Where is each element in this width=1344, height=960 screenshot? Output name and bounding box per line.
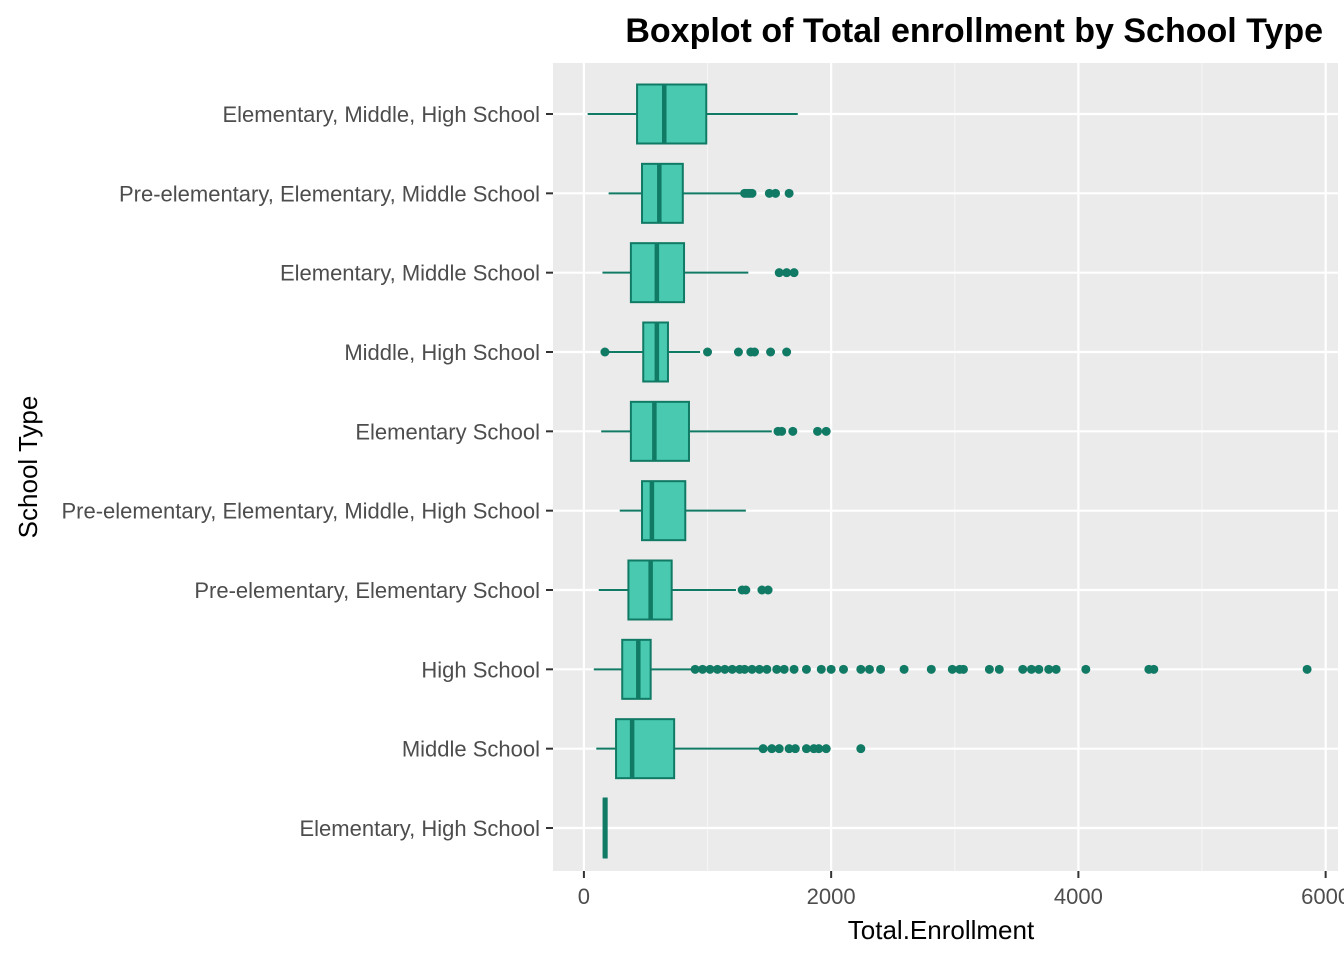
outlier-point [1026, 664, 1036, 674]
outlier-point [705, 664, 715, 674]
outlier-point [779, 664, 789, 674]
outlier-point [790, 744, 800, 754]
outlier-point [747, 664, 757, 674]
y-tick-label: Elementary, Middle School [280, 261, 540, 286]
box-iqr [615, 718, 676, 780]
y-tick-label: Pre-elementary, Elementary School [194, 578, 540, 603]
y-axis-title: School Type [13, 396, 43, 539]
y-tick-label: Pre-elementary, Elementary, Middle, High… [62, 499, 541, 524]
outlier-point [741, 585, 751, 595]
x-tick-label: 2000 [807, 884, 856, 909]
outlier-point [690, 664, 700, 674]
outlier-point [727, 664, 737, 674]
outlier-point [788, 426, 798, 436]
outlier-point [771, 188, 781, 198]
y-tick-label: Middle, High School [344, 340, 540, 365]
outlier-point [821, 744, 831, 754]
axes-group: Elementary, Middle, High School Pre-eleme… [62, 102, 1344, 909]
outlier-point [774, 268, 784, 278]
outlier-point [784, 188, 794, 198]
outlier-point [784, 744, 794, 754]
box-iqr [629, 400, 690, 462]
outlier-point [767, 744, 777, 754]
outlier-point [712, 664, 722, 674]
outlier-point [1081, 664, 1091, 674]
outlier-point [1149, 664, 1159, 674]
outlier-point [777, 426, 787, 436]
box-6 [598, 559, 773, 621]
y-tick-label: Elementary, High School [300, 816, 541, 841]
outlier-point [774, 744, 784, 754]
outlier-point [814, 744, 824, 754]
outlier-point [698, 664, 708, 674]
outlier-point [782, 347, 792, 357]
outlier-point [984, 664, 994, 674]
box-7 [593, 638, 1312, 700]
boxes-group [587, 83, 1312, 859]
box-3 [600, 321, 792, 383]
x-axis-title: Total.Enrollment [848, 915, 1035, 945]
outlier-point [757, 585, 767, 595]
outlier-point [758, 744, 768, 754]
outlier-point [740, 664, 750, 674]
panel-background [553, 63, 1338, 871]
outlier-point [789, 664, 799, 674]
outlier-point [926, 664, 936, 674]
outlier-point [600, 347, 610, 357]
outlier-point [958, 664, 968, 674]
outlier-point [782, 268, 792, 278]
outlier-point [1018, 664, 1028, 674]
y-tick-label: Pre-elementary, Elementary, Middle Schoo… [119, 181, 540, 206]
box-1 [608, 162, 794, 224]
outlier-point [876, 664, 886, 674]
box-8 [596, 718, 866, 780]
x-tick-label: 4000 [1054, 884, 1103, 909]
box-iqr [636, 83, 708, 145]
box-0 [587, 83, 798, 145]
outlier-point [772, 664, 782, 674]
outlier-point [801, 664, 811, 674]
box-5 [619, 480, 746, 542]
y-tick-label: Elementary, Middle, High School [222, 102, 540, 127]
outlier-point [754, 664, 764, 674]
y-tick-label: Middle School [402, 737, 540, 762]
outlier-point [856, 744, 866, 754]
outlier-point [766, 347, 776, 357]
box-iqr [641, 480, 687, 542]
outlier-point [764, 188, 774, 198]
outlier-point [1044, 664, 1054, 674]
outlier-point [763, 585, 773, 595]
outlier-point [720, 664, 730, 674]
outlier-point [994, 664, 1004, 674]
outlier-point [1051, 664, 1061, 674]
box-9 [602, 797, 608, 859]
x-tick-label: 0 [578, 884, 590, 909]
outlier-point [816, 664, 826, 674]
outlier-point [789, 268, 799, 278]
box-4 [601, 400, 831, 462]
chart-title: Boxplot of Total enrollment by School Ty… [625, 12, 1323, 50]
x-tick-label: 6000 [1301, 884, 1344, 909]
outlier-point [750, 347, 760, 357]
y-tick-label: High School [421, 657, 540, 682]
outlier-point [1302, 664, 1312, 674]
outlier-point [801, 744, 811, 754]
outlier-point [947, 664, 957, 674]
outlier-point [733, 347, 743, 357]
outlier-point [821, 426, 831, 436]
box-2 [602, 242, 799, 304]
outlier-point [762, 664, 772, 674]
outlier-point [1034, 664, 1044, 674]
outlier-point [864, 664, 874, 674]
outlier-point [747, 188, 757, 198]
outlier-point [899, 664, 909, 674]
outlier-point [703, 347, 713, 357]
outlier-point [839, 664, 849, 674]
outlier-point [813, 426, 823, 436]
box-iqr [641, 162, 684, 224]
y-tick-label: Elementary School [355, 419, 540, 444]
outlier-point [856, 664, 866, 674]
outlier-point [826, 664, 836, 674]
